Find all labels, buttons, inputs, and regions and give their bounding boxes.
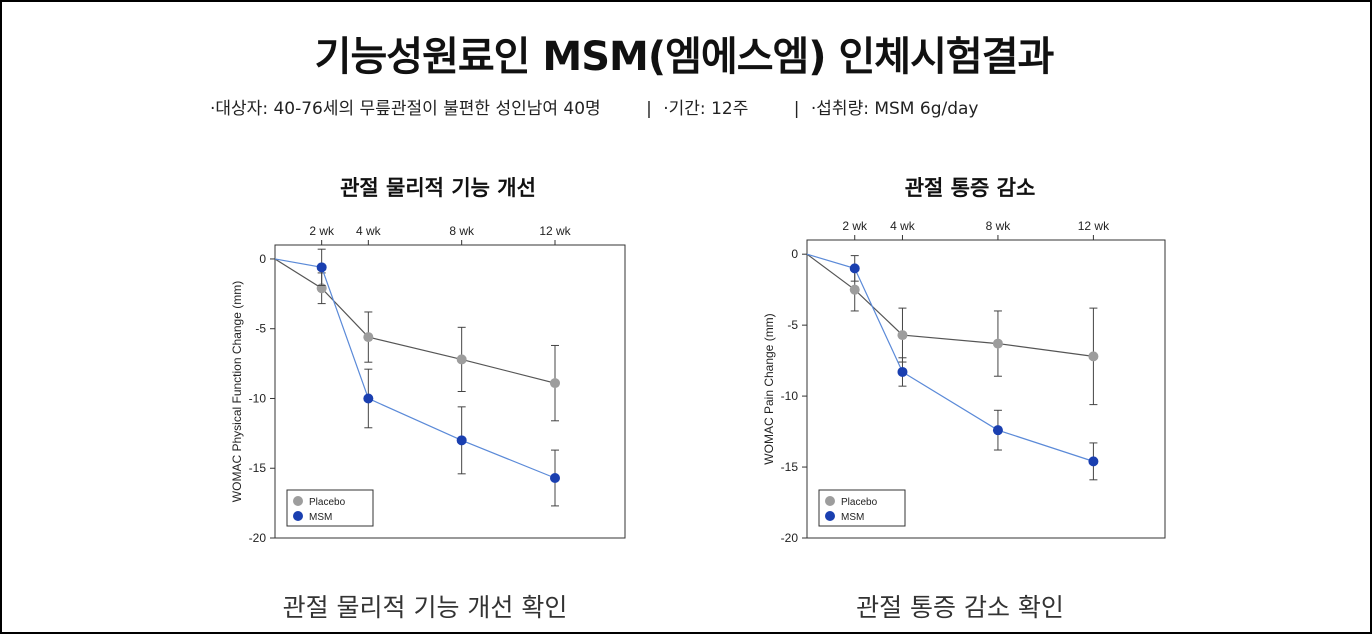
y-tick-label: -5 (255, 322, 266, 336)
legend-label-msm: MSM (841, 512, 864, 523)
y-tick-label: -15 (249, 461, 267, 475)
chart-title-pain: 관절 통증 감소 (904, 176, 1036, 200)
data-point-msm (550, 473, 560, 484)
y-tick-label: -20 (781, 531, 799, 545)
legend-marker-placebo (293, 496, 303, 506)
y-tick-label: -20 (249, 531, 267, 545)
legend-label-placebo: Placebo (841, 497, 878, 508)
y-tick-label: -10 (781, 389, 799, 403)
separator-1: | (646, 99, 652, 119)
data-point-msm (992, 425, 1003, 436)
separator-2: | (793, 99, 800, 119)
legend-label-placebo: Placebo (309, 497, 346, 508)
data-point-msm (897, 366, 908, 377)
y-axis-label: WOMAC Physical Function Change (mm) (230, 281, 244, 502)
data-point-msm (1088, 456, 1099, 467)
y-tick-label: 0 (259, 252, 266, 266)
y-tick-label: 0 (791, 247, 798, 261)
legend-marker-msm (825, 511, 835, 521)
y-tick-label: -10 (249, 391, 267, 405)
y-axis-label: WOMAC Pain Change (mm) (762, 313, 776, 464)
legend-box (818, 489, 906, 527)
data-point-placebo (897, 330, 908, 341)
x-tick-label: 8 wk (986, 219, 1012, 233)
x-tick-label: 8 wk (449, 224, 475, 238)
data-point-msm (316, 262, 327, 273)
study-dose: ·섭취량: MSM 6g/day (810, 99, 979, 119)
x-tick-label: 12 wk (539, 224, 571, 238)
plot-area (806, 239, 1166, 539)
legend-label-msm: MSM (309, 512, 332, 523)
study-info: ·대상자: 40-76세의 무릎관절이 불편한 성인남여 40명 | ·기간: … (210, 94, 984, 119)
data-point-placebo (992, 338, 1003, 349)
x-tick-label: 2 wk (309, 224, 335, 238)
y-tick-label: -15 (781, 460, 799, 474)
pain-chart: 0 -5 -10 -15 -20 2 wk 4 wk 8 wk 12 wk WOMAC Pain … (762, 219, 1166, 545)
plot-area (274, 244, 626, 539)
chart-title-function: 관절 물리적 기능 개선 (340, 176, 536, 200)
x-tick-label: 4 wk (890, 219, 916, 233)
legend-box (286, 489, 374, 527)
data-point-placebo (550, 378, 560, 389)
function-chart: 0 -5 -10 -15 -20 2 wk 4 wk 8 wk 12 wk WOMAC Physi… (230, 224, 626, 545)
data-point-placebo (456, 354, 467, 365)
legend-marker-placebo (825, 496, 835, 506)
caption-pain: 관절 통증 감소 확인 (856, 593, 1064, 622)
x-tick-label: 2 wk (842, 219, 868, 233)
legend-marker-msm (293, 511, 303, 521)
study-subjects: ·대상자: 40-76세의 무릎관절이 불편한 성인남여 40명 (210, 99, 601, 119)
data-point-msm (456, 435, 467, 446)
data-point-placebo (849, 284, 860, 295)
data-point-placebo (1088, 351, 1099, 362)
x-tick-label: 12 wk (1078, 219, 1110, 233)
x-tick-label: 4 wk (356, 224, 382, 238)
caption-function: 관절 물리적 기능 개선 확인 (282, 593, 568, 622)
y-tick-label: -5 (787, 318, 798, 332)
data-point-msm (849, 263, 860, 274)
study-period: ·기간: 12주 (663, 99, 749, 119)
data-point-placebo (363, 332, 374, 343)
page-title: 기능성원료인 MSM(엠에스엠) 인체시험결과 (314, 34, 1055, 80)
data-point-msm (363, 393, 374, 404)
